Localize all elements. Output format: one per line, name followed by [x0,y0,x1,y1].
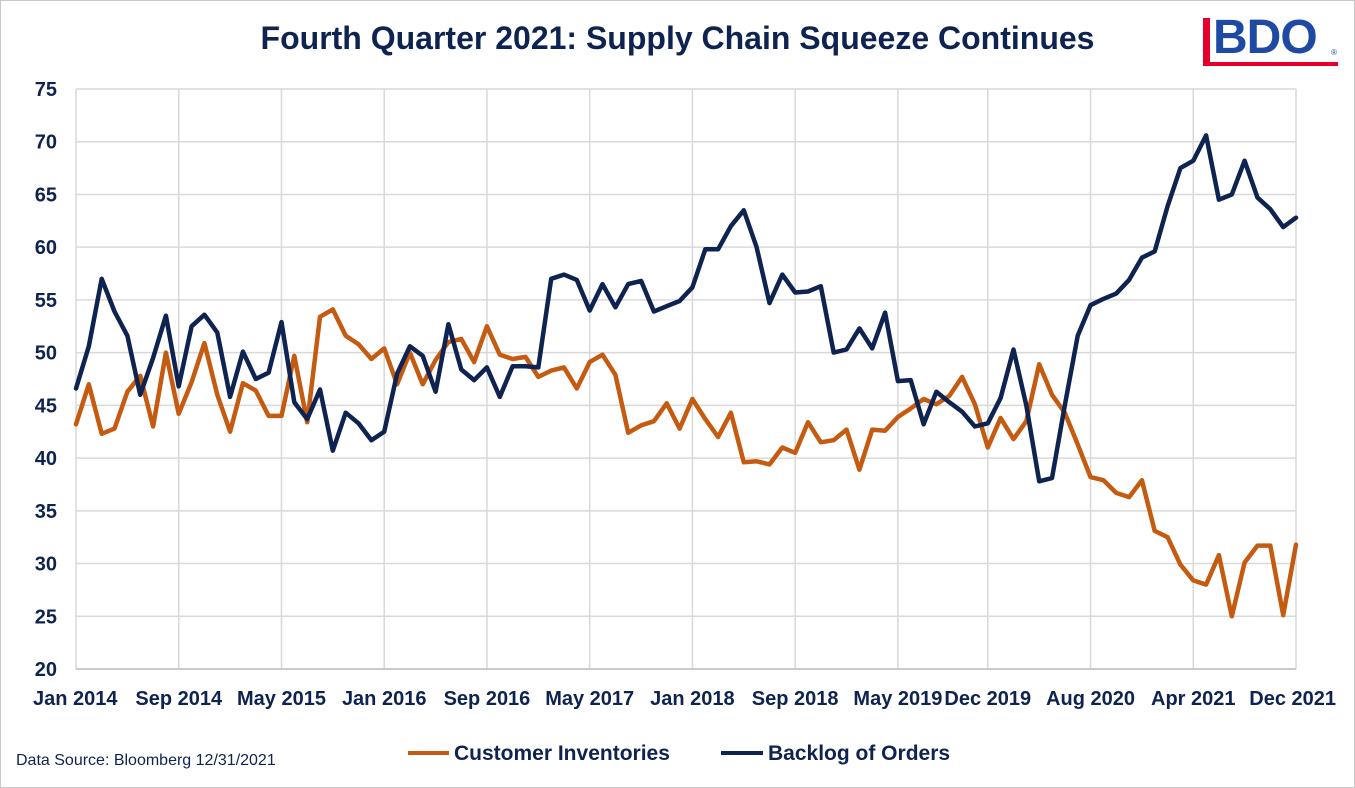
x-tick-label: Sep 2018 [752,688,839,710]
y-tick-label: 65 [35,184,57,206]
gridlines [75,88,1297,670]
x-tick-label: Aug 2020 [1046,688,1135,710]
x-tick-label: Sep 2016 [444,688,531,710]
x-axis-ticks: Jan 2014 Sep 2014 May 2015 Jan 2016 Sep 2016… [33,688,1336,710]
x-tick-label: Sep 2014 [135,688,223,710]
y-tick-label: 35 [35,501,57,523]
x-tick-label: Jan 2014 [33,688,118,710]
x-tick-label: Dec 2021 [1249,688,1336,710]
x-tick-label: Jan 2016 [342,688,427,710]
y-tick-label: 30 [35,554,57,576]
x-tick-label: Dec 2019 [944,688,1031,710]
chart-title: Fourth Quarter 2021: Supply Chain Squeez… [260,20,1095,56]
legend-label-backlog-of-orders: Backlog of Orders [768,742,950,765]
series-lines [73,133,1299,619]
x-tick-label: May 2017 [545,688,634,710]
x-tick-label: May 2015 [237,688,326,710]
y-tick-label: 40 [35,448,57,470]
bdo-logo: BDO ® [1203,11,1338,68]
x-tick-label: Apr 2021 [1151,688,1236,710]
x-tick-label: Jan 2018 [650,688,735,710]
logo-red-bar [1203,18,1210,66]
y-tick-label: 75 [35,79,57,101]
logo-registered-mark: ® [1331,48,1337,57]
logo-red-underline [1206,62,1338,66]
y-tick-label: 55 [35,290,57,312]
y-tick-label: 20 [35,659,57,681]
legend-label-customer-inventories: Customer Inventories [454,742,670,765]
legend: Customer Inventories Backlog of Orders [408,742,950,765]
data-source-note: Data Source: Bloomberg 12/31/2021 [16,752,276,769]
series-line-backlog-of-orders [73,133,1299,484]
y-tick-label: 70 [35,132,57,154]
y-tick-label: 45 [35,395,57,417]
y-tick-label: 50 [35,343,57,365]
y-axis-ticks: 20 25 30 35 40 45 50 55 60 65 70 75 [35,79,57,681]
series-line-customer-inventories [73,307,1299,619]
logo-text: BDO [1213,11,1318,64]
x-tick-label: May 2019 [853,688,942,710]
y-tick-label: 25 [35,606,57,628]
y-tick-label: 60 [35,237,57,259]
